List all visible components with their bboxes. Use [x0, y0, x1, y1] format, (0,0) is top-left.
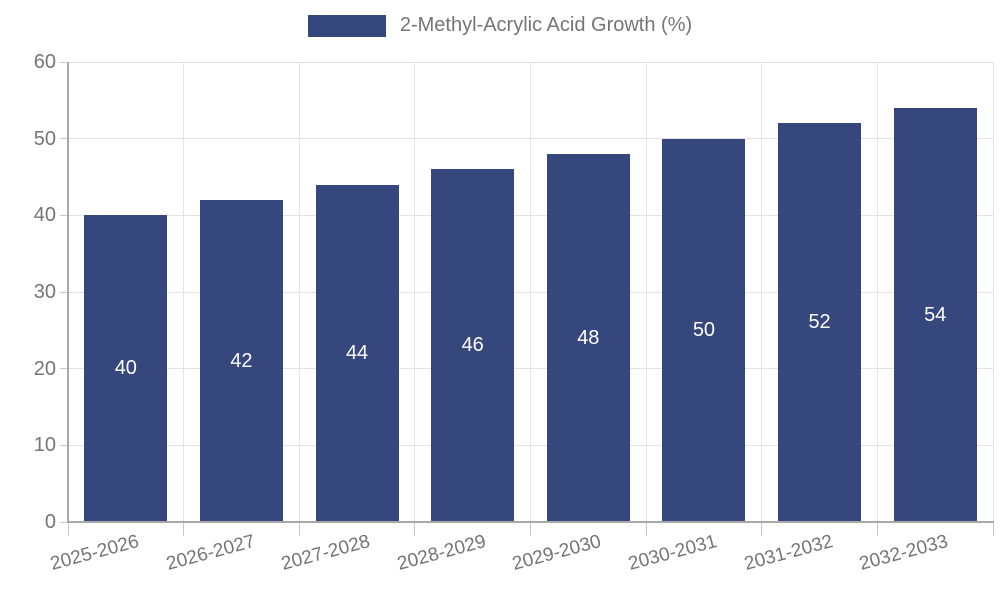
x-axis-label: 2030-2031	[626, 531, 720, 575]
gridline-vertical	[183, 62, 185, 522]
x-axis-tick	[414, 522, 416, 536]
bar-2026-2027[interactable]: 42	[199, 200, 283, 522]
y-axis-label: 0	[44, 511, 56, 533]
x-axis-tick	[992, 522, 994, 536]
y-axis-label: 40	[33, 204, 56, 227]
gridline-vertical	[645, 62, 647, 522]
bar-2025-2026[interactable]: 40	[84, 215, 168, 522]
x-axis-label: 2025-2026	[48, 531, 142, 575]
bar-value-label: 50	[692, 318, 716, 341]
bar-value-label: 42	[230, 349, 253, 372]
x-axis-label: 2026-2027	[163, 531, 257, 575]
bar-value-label: 48	[577, 326, 600, 349]
y-axis-tick	[60, 368, 68, 370]
y-axis-label: 20	[33, 357, 56, 380]
x-axis-label: 2029-2030	[510, 531, 604, 575]
gridline-vertical	[761, 62, 763, 522]
bar-value-label: 44	[345, 341, 369, 364]
x-axis-label: 2031-2032	[741, 531, 835, 575]
x-axis-tick	[298, 522, 300, 536]
bar-2032-2033[interactable]: 54	[893, 108, 977, 522]
bar-value-label: 52	[808, 311, 831, 334]
y-axis-label: 10	[33, 434, 56, 457]
gridline-vertical	[530, 62, 531, 522]
gridline-vertical	[992, 62, 994, 522]
x-axis-tick	[876, 522, 878, 536]
y-axis-tick	[60, 444, 68, 446]
bar-value-label: 54	[924, 303, 947, 326]
y-axis-label: 60	[33, 51, 56, 73]
y-axis-tick	[60, 214, 68, 216]
bar-2027-2028[interactable]: 44	[315, 184, 399, 522]
bar-2029-2030[interactable]: 48	[546, 154, 630, 522]
legend-item[interactable]: 2-Methyl-Acrylic Acid Growth (%)	[0, 14, 1000, 37]
x-axis-tick	[183, 522, 185, 536]
gridline-vertical	[298, 62, 300, 522]
y-axis-tick	[60, 291, 68, 293]
bar-2028-2029[interactable]: 46	[431, 169, 515, 522]
x-axis-label: 2027-2028	[279, 531, 373, 575]
x-axis-tick	[530, 522, 531, 536]
gridline-vertical	[876, 62, 878, 522]
bar-2031-2032[interactable]: 52	[778, 123, 862, 522]
bar-value-label: 46	[461, 334, 484, 357]
y-axis-label: 30	[33, 281, 56, 303]
x-axis-label: 2028-2029	[394, 531, 489, 575]
gridline-vertical	[414, 62, 416, 522]
y-axis-tick	[60, 138, 68, 140]
y-axis-line	[67, 62, 69, 522]
y-axis-tick	[60, 61, 68, 63]
bar-value-label: 40	[114, 357, 137, 380]
x-axis-line	[67, 521, 994, 523]
x-axis-tick	[67, 522, 69, 536]
bar-2030-2031[interactable]: 50	[662, 138, 746, 522]
y-axis-label: 50	[33, 127, 56, 150]
legend-swatch	[307, 14, 386, 37]
x-axis-tick	[645, 522, 647, 536]
x-axis-tick	[761, 522, 763, 536]
legend-label: 2-Methyl-Acrylic Acid Growth (%)	[399, 14, 693, 36]
x-axis-label: 2032-2033	[857, 531, 951, 575]
y-axis-tick	[60, 521, 68, 523]
